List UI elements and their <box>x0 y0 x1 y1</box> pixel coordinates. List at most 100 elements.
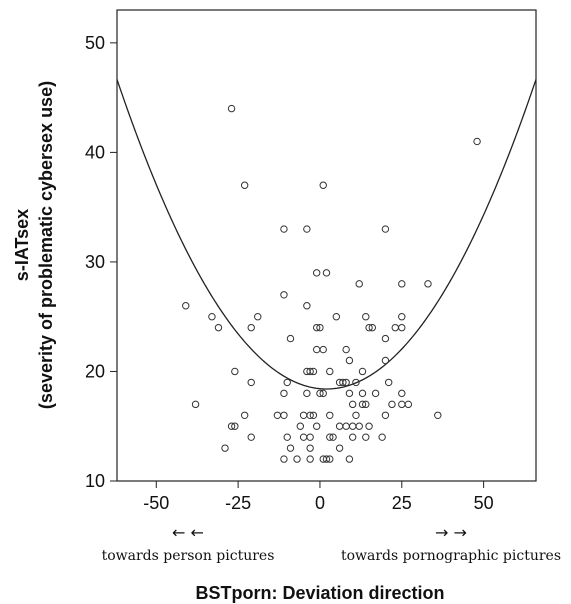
data-point <box>362 400 370 409</box>
data-point <box>306 433 314 441</box>
data-point <box>362 433 370 441</box>
data-point <box>384 378 393 387</box>
x-axis-title: BSTporn: Deviation direction <box>195 583 444 603</box>
x-tick-label: -50 <box>143 493 169 513</box>
data-point <box>293 455 301 463</box>
data-point <box>365 422 373 430</box>
y-axis-title: s-IATsex (severity of problematic cyberse… <box>12 81 56 409</box>
right-direction-arrows: → → <box>435 523 467 542</box>
data-point <box>365 323 373 332</box>
data-point <box>280 455 288 463</box>
data-point <box>371 389 380 398</box>
data-point <box>473 137 481 146</box>
data-point <box>231 367 239 376</box>
x-tick-label: 25 <box>392 493 412 513</box>
data-point <box>319 389 327 398</box>
data-point <box>280 225 288 233</box>
data-point <box>335 444 344 452</box>
data-point <box>332 312 341 321</box>
data-point <box>326 455 334 463</box>
data-point <box>240 411 249 419</box>
data-point <box>191 400 200 409</box>
x-tick-label: -25 <box>225 493 251 513</box>
data-point <box>286 444 295 452</box>
quadratic-fit-line <box>117 79 536 390</box>
data-point <box>358 367 367 376</box>
data-point <box>368 323 377 332</box>
data-point <box>312 422 321 430</box>
data-point <box>381 334 390 343</box>
x-axis: -50 -25 0 25 50 BSTporn: Deviation direction <box>143 481 494 603</box>
data-point <box>306 444 314 452</box>
data-point <box>316 323 324 332</box>
data-point <box>342 378 350 387</box>
data-point <box>309 367 318 376</box>
y-tick-label: 40 <box>85 142 105 162</box>
data-point <box>358 400 367 409</box>
data-point <box>254 312 262 321</box>
data-point <box>316 389 324 398</box>
data-point <box>322 455 331 463</box>
y-tick-label: 10 <box>85 471 105 491</box>
data-point <box>208 312 216 321</box>
left-direction-label: towards person pictures <box>102 548 275 564</box>
data-point <box>345 455 354 463</box>
data-point <box>306 455 314 463</box>
data-point <box>345 356 354 365</box>
data-point <box>355 422 363 430</box>
data-point <box>306 411 314 419</box>
data-point <box>404 400 413 409</box>
plot-area <box>116 9 537 482</box>
data-point <box>362 312 370 321</box>
data-point <box>283 433 291 441</box>
data-point <box>342 345 350 354</box>
data-point <box>312 323 321 332</box>
plot-frame <box>116 9 537 482</box>
data-point <box>303 225 311 233</box>
data-point <box>398 312 406 321</box>
data-point <box>424 280 432 288</box>
data-point <box>326 411 334 419</box>
data-point <box>398 323 406 332</box>
data-point <box>296 422 305 430</box>
data-point <box>345 389 354 398</box>
data-point <box>381 411 390 419</box>
right-direction-label: towards pornographic pictures <box>341 548 561 564</box>
data-point <box>227 422 236 430</box>
data-point <box>247 378 255 387</box>
data-point <box>247 323 255 332</box>
x-tick-label: 50 <box>474 493 494 513</box>
data-point <box>339 378 347 387</box>
data-point <box>312 269 321 277</box>
data-point <box>303 389 311 398</box>
data-point <box>381 356 390 365</box>
data-point <box>283 378 291 387</box>
data-point <box>303 302 311 310</box>
data-point <box>319 181 327 189</box>
y-axis: 10 20 30 40 50 s-IATsex (severity of problemat… <box>12 33 117 491</box>
data-point <box>319 345 327 354</box>
data-point <box>214 323 223 332</box>
data-point <box>352 378 360 387</box>
left-direction-arrows: ← ← <box>172 523 204 542</box>
data-point <box>358 389 367 398</box>
data-point <box>434 411 442 419</box>
data-point <box>388 400 396 409</box>
data-point <box>326 367 334 376</box>
data-point <box>306 367 314 376</box>
data-point <box>322 269 331 277</box>
data-point <box>398 389 406 398</box>
data-point <box>326 433 334 441</box>
y-tick-label: 30 <box>85 252 105 272</box>
data-point <box>182 302 190 310</box>
y-tick-label: 20 <box>85 361 105 381</box>
data-point <box>309 411 318 419</box>
data-point <box>329 433 337 441</box>
data-point <box>240 181 249 189</box>
data-point <box>355 280 363 288</box>
data-point <box>381 225 390 233</box>
data-point <box>286 334 295 343</box>
